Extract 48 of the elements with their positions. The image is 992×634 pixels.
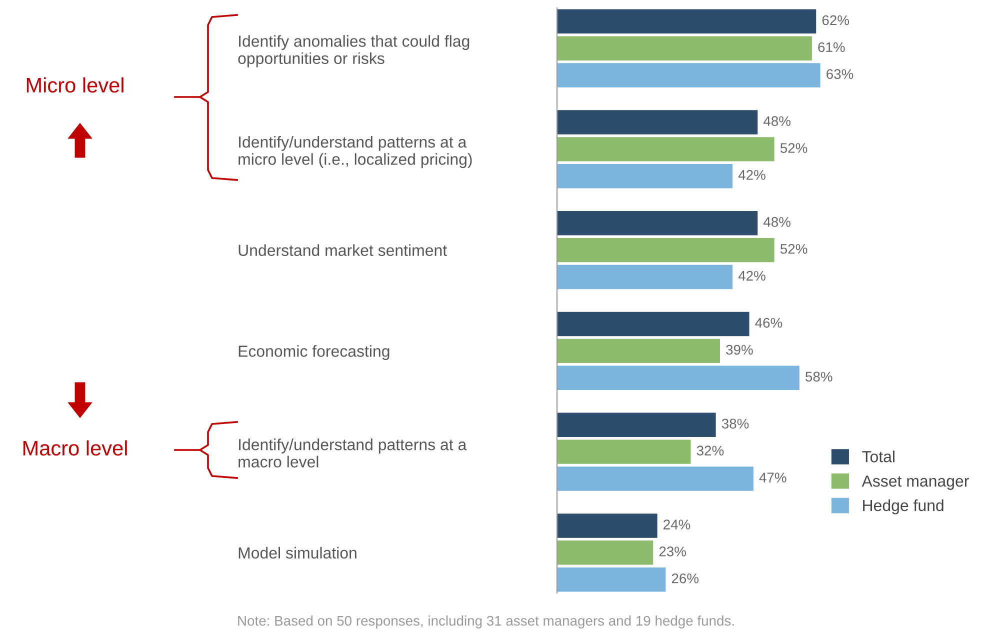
data-label: 42% — [738, 170, 766, 180]
data-label: 58% — [806, 372, 832, 382]
bar — [557, 540, 654, 565]
y-tick-label: Identify anomalies that could flag opportunities or risks — [238, 35, 470, 68]
data-label: 46% — [755, 318, 782, 328]
legend-label: Asset manager — [862, 476, 969, 490]
data-label: 48% — [763, 217, 790, 227]
bar — [557, 412, 716, 437]
data-label: 24% — [664, 520, 690, 530]
bar — [557, 137, 774, 162]
bar — [557, 164, 733, 188]
data-label: 47% — [759, 472, 786, 482]
bar — [557, 567, 666, 592]
text: Micro level — [26, 77, 124, 93]
data-label: 62% — [822, 15, 849, 26]
data-label: 48% — [763, 116, 790, 126]
bar — [557, 211, 758, 236]
data-label: 63% — [826, 69, 854, 80]
y-tick-label: Model simulation — [238, 546, 356, 559]
bar — [557, 238, 774, 262]
text: Note: Based on 50 responses, including 31 asset managers and 19 hedge funds. — [238, 616, 734, 628]
bar — [557, 514, 658, 538]
bar — [557, 312, 750, 336]
bar — [557, 36, 812, 60]
data-label: 32% — [696, 446, 724, 456]
data-label: 23% — [659, 546, 686, 556]
bar — [557, 466, 754, 491]
bar — [557, 440, 691, 464]
data-label: 39% — [726, 344, 753, 355]
bar — [557, 63, 820, 88]
data-label: 52% — [780, 143, 808, 153]
y-tick-label: Identify/understand patterns at a macro level — [238, 438, 467, 468]
bar — [557, 110, 758, 134]
legend-label: Hedge fund — [863, 499, 944, 514]
y-tick-label: Economic forecasting — [238, 345, 390, 360]
y-tick-label: Understand market sentiment — [238, 244, 447, 256]
bar — [557, 366, 800, 390]
data-label: 61% — [818, 42, 845, 52]
text: Macro level — [23, 440, 127, 456]
bar — [557, 338, 720, 364]
data-label: 42% — [738, 270, 766, 281]
legend-label: Total — [862, 450, 894, 462]
y-tick-label: Identify/understand patterns at a micro level (i.e., localized pricing) — [238, 136, 472, 168]
data-label: 26% — [672, 573, 699, 584]
bar — [557, 264, 733, 290]
bar — [557, 9, 816, 34]
data-label: 52% — [780, 244, 808, 254]
data-label: 38% — [722, 418, 749, 429]
